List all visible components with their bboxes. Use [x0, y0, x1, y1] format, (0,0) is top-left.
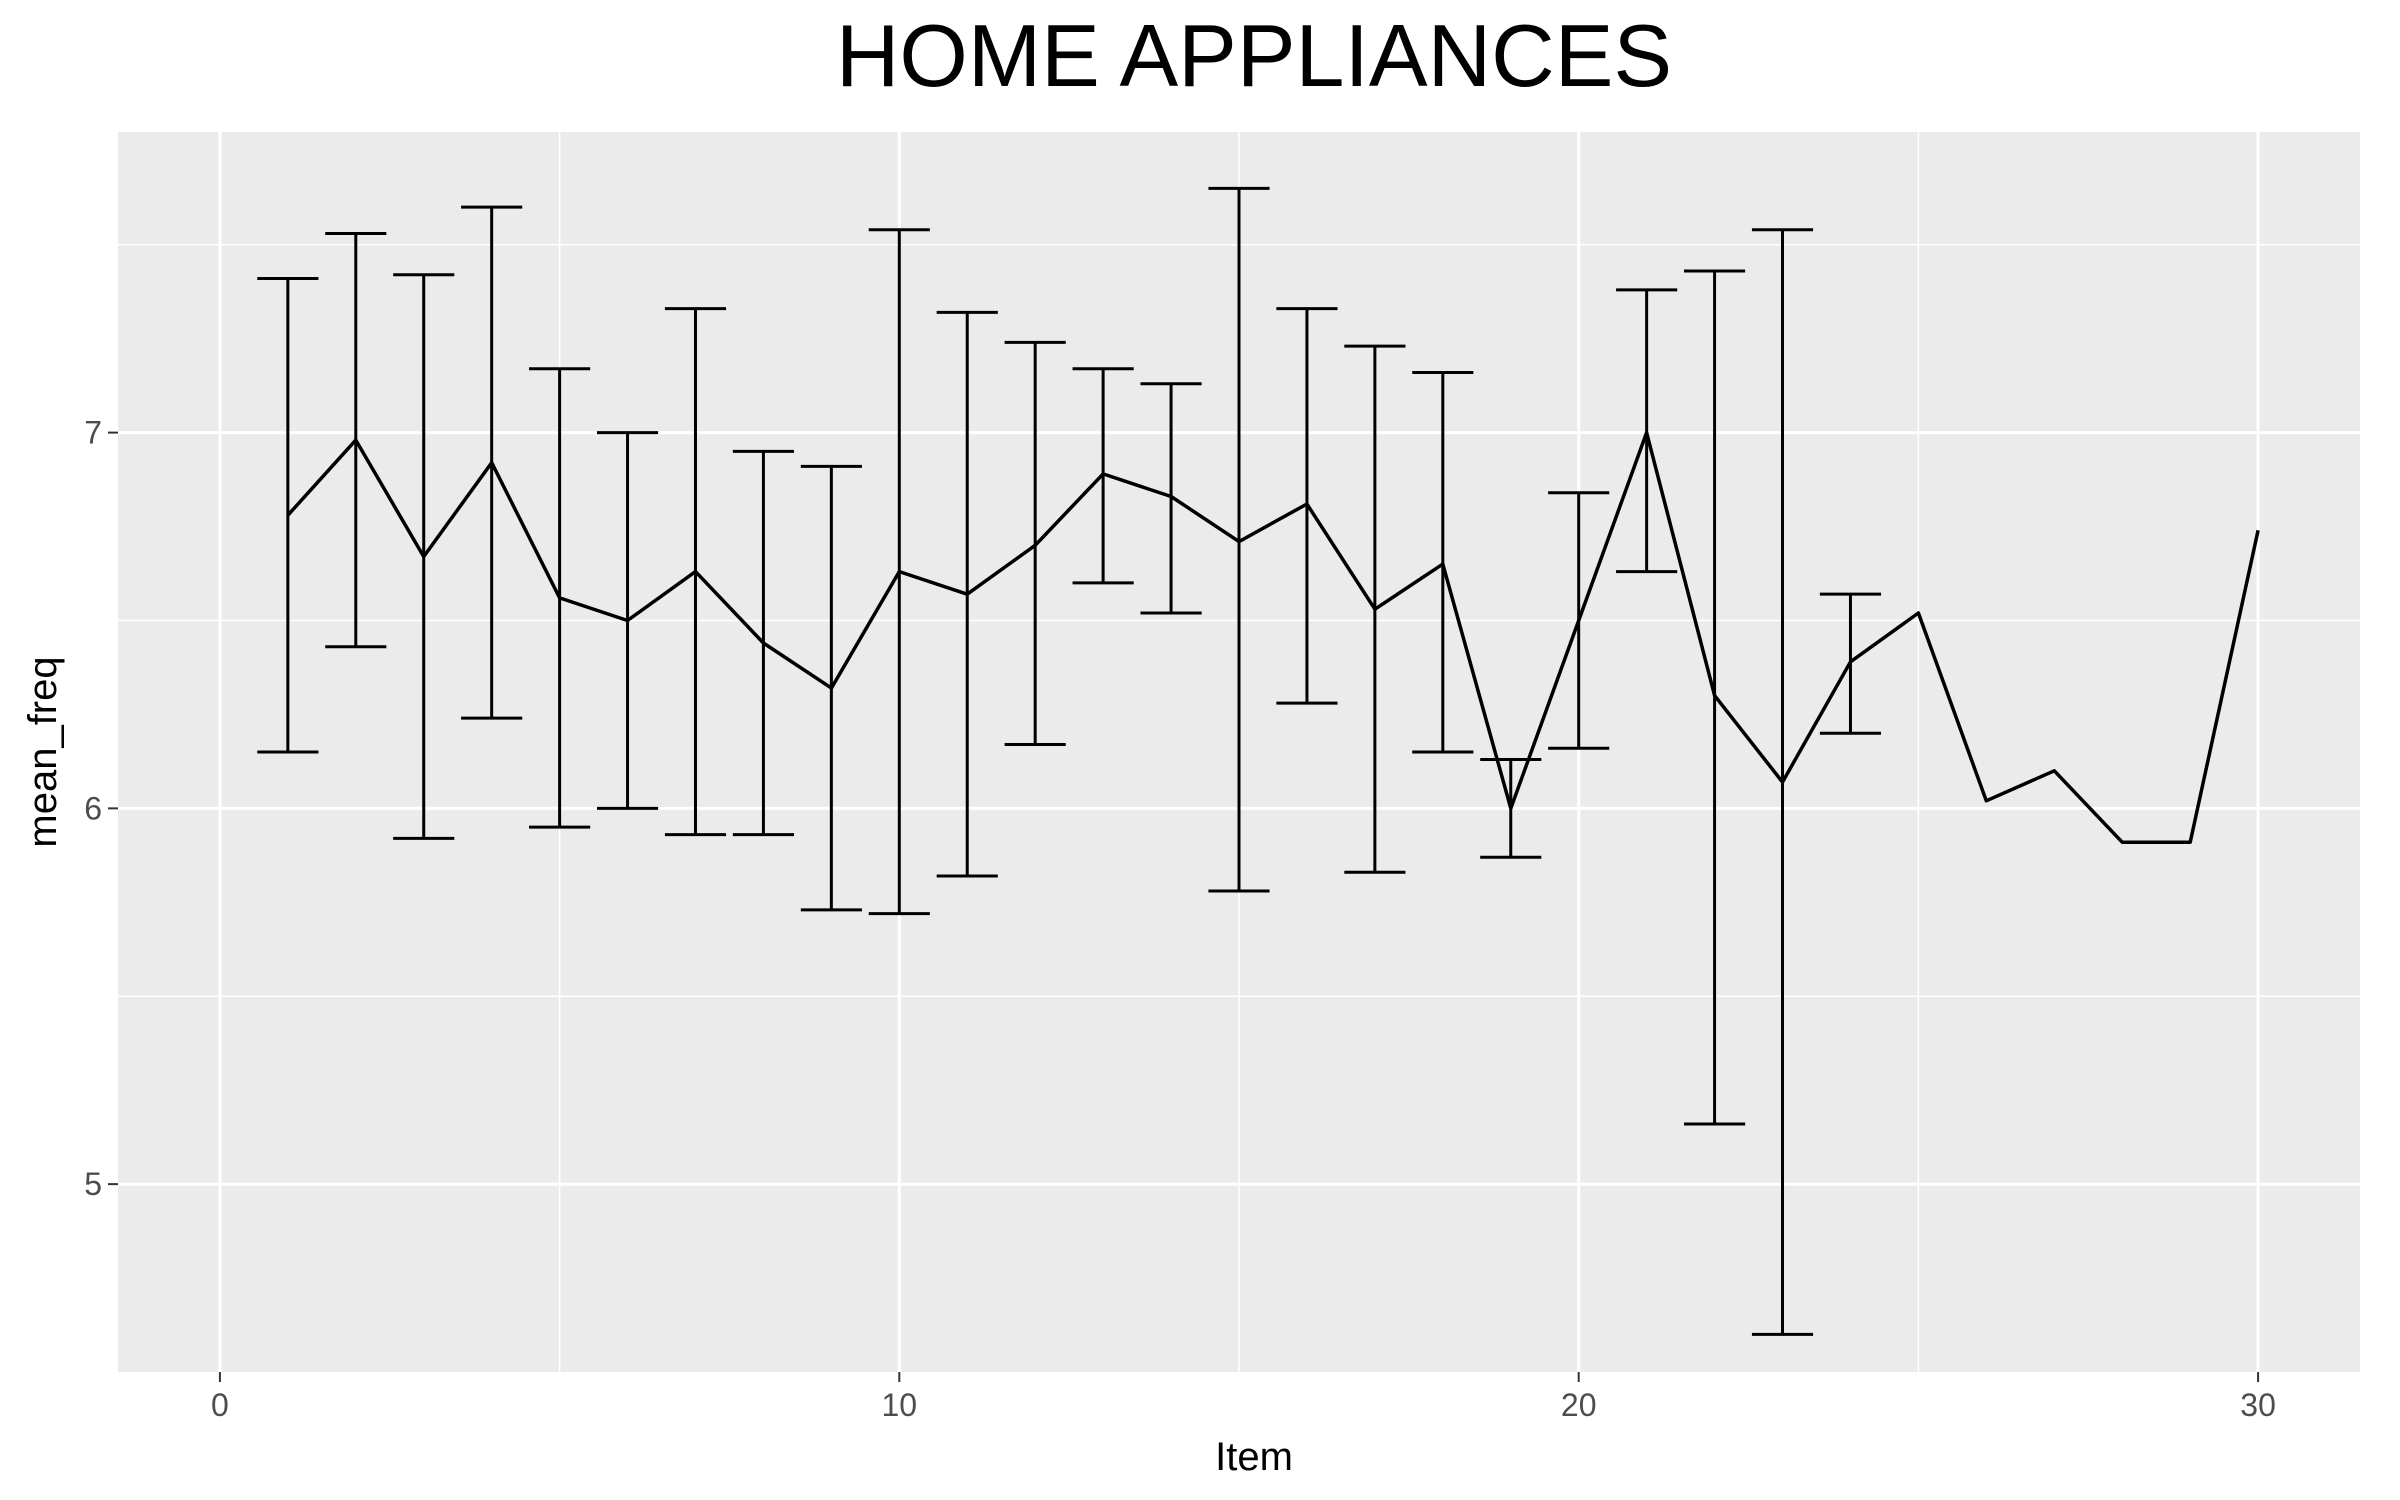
- y-tick-label: 5: [84, 1166, 102, 1202]
- x-axis-label: Item: [1215, 1435, 1293, 1479]
- series-line: [286, 430, 2260, 844]
- x-axis-ticks: 0 10 20 30: [211, 1372, 2276, 1423]
- x-tick-label: 30: [2240, 1387, 2276, 1423]
- y-axis-label: mean_freq: [21, 656, 65, 847]
- x-tick-label: 20: [1561, 1387, 1597, 1423]
- y-tick-label: 7: [84, 415, 102, 451]
- error-bar: [1412, 370, 1474, 754]
- error-bar: [1616, 288, 1678, 574]
- y-tick-label: 6: [84, 790, 102, 826]
- chart-title: HOME APPLIANCES: [836, 6, 1672, 105]
- x-tick-label: 10: [882, 1387, 918, 1423]
- y-axis-ticks: 5 6 7: [84, 415, 118, 1202]
- x-tick-label: 0: [211, 1387, 229, 1423]
- error-bars: [257, 186, 1882, 1336]
